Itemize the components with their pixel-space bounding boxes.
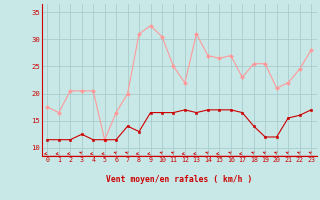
X-axis label: Vent moyen/en rafales ( km/h ): Vent moyen/en rafales ( km/h ) [106,174,252,184]
